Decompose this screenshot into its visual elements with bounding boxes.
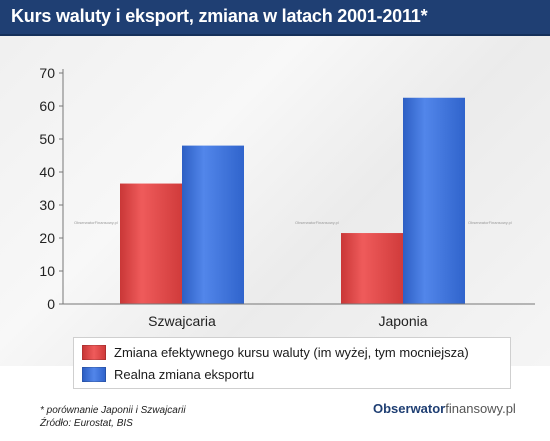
footnote-source: Źródło: Eurostat, BIS xyxy=(40,418,133,429)
y-tick-label: 10 xyxy=(39,263,55,279)
chart-title: Kurs waluty i eksport, zmiana w latach 2… xyxy=(11,6,428,26)
legend-swatch-blue xyxy=(82,366,106,382)
y-tick-label: 70 xyxy=(39,65,55,81)
watermark-text: ObserwatorFinansowy.pl xyxy=(74,220,118,225)
y-tick-label: 20 xyxy=(39,230,55,246)
brand-logo: Obserwatorfinansowy.pl xyxy=(373,401,516,416)
header-bar: Kurs waluty i eksport, zmiana w latach 2… xyxy=(0,0,550,36)
footnote-comparison: * porównanie Japonii i Szwajcarii xyxy=(40,405,186,416)
legend-label-export: Realna zmiana eksportu xyxy=(114,366,255,382)
legend-item-currency: Zmiana efektywnego kursu waluty (im wyże… xyxy=(82,342,469,362)
y-tick-label: 30 xyxy=(39,197,55,213)
watermark-text: ObserwatorFinansowy.pl xyxy=(295,220,339,225)
y-tick-label: 50 xyxy=(39,131,55,147)
brand-part2: finansowy.pl xyxy=(445,401,516,416)
legend-swatch-red xyxy=(82,344,106,360)
brand-part1: Obserwator xyxy=(373,401,446,416)
y-tick-label: 60 xyxy=(39,98,55,114)
watermark-text: ObserwatorFinansowy.pl xyxy=(468,220,512,225)
bar-export-japonia xyxy=(403,97,465,304)
bar-export-szwajcaria xyxy=(182,145,244,304)
x-category-label: Szwajcaria xyxy=(148,313,216,329)
x-category-label: Japonia xyxy=(378,313,427,329)
y-tick-label: 40 xyxy=(39,164,55,180)
legend-item-export: Realna zmiana eksportu xyxy=(82,364,254,384)
y-axis: 0 10 20 30 40 50 60 70 xyxy=(39,65,64,312)
legend-label-currency: Zmiana efektywnego kursu waluty (im wyże… xyxy=(114,344,469,360)
bar-currency-szwajcaria xyxy=(120,183,182,304)
bars-group: ObserwatorFinansowy.pl ObserwatorFinansow… xyxy=(74,97,512,304)
x-axis: Szwajcaria Japonia xyxy=(63,303,535,329)
legend: Zmiana efektywnego kursu waluty (im wyże… xyxy=(73,337,511,389)
bar-currency-japonia xyxy=(341,233,403,304)
y-tick-label: 0 xyxy=(47,296,55,312)
